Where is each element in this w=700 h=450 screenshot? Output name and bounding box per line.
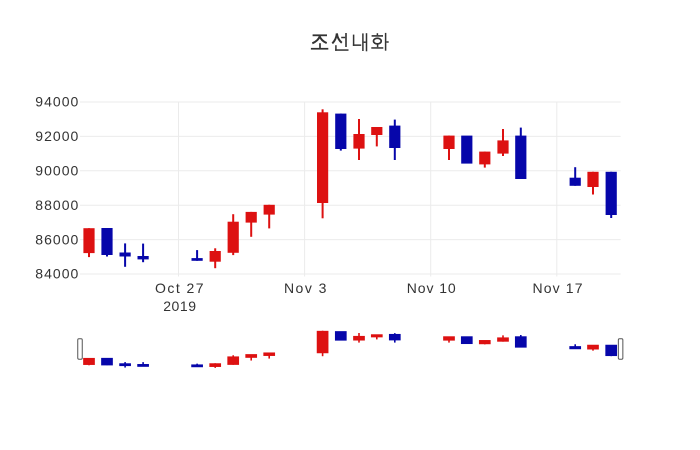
svg-text:Nov 17: Nov 17 — [533, 280, 583, 296]
svg-text:86000: 86000 — [35, 231, 78, 247]
svg-text:2019: 2019 — [163, 298, 196, 314]
svg-text:Nov 3: Nov 3 — [284, 280, 327, 296]
svg-text:92000: 92000 — [35, 128, 78, 144]
svg-text:Nov 10: Nov 10 — [407, 280, 456, 296]
svg-text:Oct 27: Oct 27 — [155, 280, 204, 296]
svg-text:90000: 90000 — [35, 163, 78, 179]
svg-text:88000: 88000 — [35, 197, 78, 213]
svg-text:94000: 94000 — [35, 94, 78, 110]
svg-text:84000: 84000 — [35, 266, 78, 282]
